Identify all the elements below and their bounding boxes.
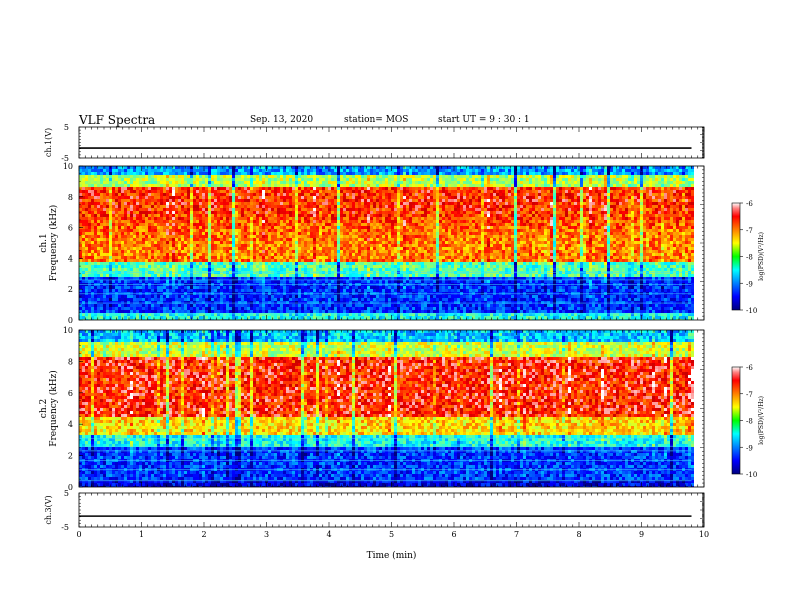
colorbar-tick-label: -6 bbox=[746, 200, 753, 208]
colorbar-tick-label: -8 bbox=[746, 254, 753, 262]
x-tick-label: 5 bbox=[389, 530, 394, 539]
colorbar-tick-label: -8 bbox=[746, 418, 753, 426]
y-axis-label: ch.1(V) bbox=[44, 128, 53, 157]
y-axis-label: ch.3(V) bbox=[44, 495, 53, 524]
x-ticks-0 bbox=[78, 127, 705, 158]
y-axis-label: Frequency (kHz) bbox=[48, 370, 59, 447]
x-tick-label: 10 bbox=[699, 530, 709, 539]
station-label: station= MOS bbox=[344, 115, 408, 125]
y-tick-label: 4 bbox=[68, 254, 73, 263]
x-tick-label: 2 bbox=[201, 530, 206, 539]
x-tick-label: 9 bbox=[639, 530, 644, 539]
colorbar-tick-label: -10 bbox=[746, 307, 757, 315]
chart-title: VLF Spectra bbox=[79, 113, 155, 127]
channel-label: ch.1 bbox=[39, 233, 49, 252]
colorbar: -6 -7 -8 -9 -10 log(PSD)(V²/Hz) bbox=[731, 364, 765, 479]
colorbar-tick-label: -7 bbox=[746, 227, 753, 235]
colorbar-tick-label: -9 bbox=[746, 444, 753, 452]
ch3-waveform-panel: 5 -5 ch.3(V) bbox=[44, 489, 705, 532]
y-tick-label: 6 bbox=[68, 389, 73, 398]
colorbar: -6 -7 -8 -9 -10 log(PSD)(V²/Hz) bbox=[731, 200, 765, 315]
right-ticks-3 bbox=[700, 492, 704, 528]
start-time-label: start UT = 9 : 30 : 1 bbox=[438, 115, 530, 125]
spectrogram-cells bbox=[79, 330, 694, 487]
ch1-spectrogram-panel: 0 2 4 6 8 10 ch.1 Frequency (kHz) -6 -7 -8 -9 -10 log… bbox=[39, 162, 765, 325]
y-tick-label: 10 bbox=[63, 162, 73, 171]
x-ticks-1 bbox=[78, 166, 705, 320]
colorbar-label: log(PSD)(V²/Hz) bbox=[758, 396, 765, 445]
date-label: Sep. 13, 2020 bbox=[250, 115, 313, 125]
y-tick-label: 8 bbox=[68, 193, 73, 202]
x-tick-label: 7 bbox=[514, 530, 519, 539]
x-tick-label: 0 bbox=[76, 530, 81, 539]
y-tick-label: 6 bbox=[68, 224, 73, 233]
y-tick-label: 2 bbox=[68, 285, 73, 294]
y-axis-label: Frequency (kHz) bbox=[48, 205, 59, 282]
ch1-waveform-panel: 5 -5 ch.1(V) bbox=[44, 123, 705, 163]
y-tick-label: 8 bbox=[68, 357, 73, 366]
x-axis-label: Time (min) bbox=[367, 550, 417, 561]
y-tick-label: 0 bbox=[68, 316, 73, 325]
y-tick-label: 4 bbox=[68, 420, 73, 429]
right-ticks-0 bbox=[700, 126, 704, 159]
ch2-spectrogram-panel: 0 2 4 6 8 10 ch.2 Frequency (kHz) -6 -7 -8 -9 -10 log… bbox=[39, 326, 765, 492]
x-tick-label: 3 bbox=[264, 530, 269, 539]
spectrogram-cells bbox=[79, 166, 694, 320]
y-tick-label: -5 bbox=[61, 154, 69, 163]
colorbar-tick-label: -7 bbox=[746, 391, 753, 399]
y-tick-label: 5 bbox=[64, 123, 69, 132]
y-tick-label: 2 bbox=[68, 452, 73, 461]
x-tick-label: 4 bbox=[326, 530, 331, 539]
y-tick-label: 0 bbox=[68, 483, 73, 492]
channel-label: ch.2 bbox=[39, 399, 49, 418]
x-tick-label: 6 bbox=[451, 530, 456, 539]
colorbar-tick-label: -6 bbox=[746, 364, 753, 372]
y-tick-label: -5 bbox=[61, 523, 69, 532]
y-tick-label: 5 bbox=[64, 489, 69, 498]
colorbar-label: log(PSD)(V²/Hz) bbox=[758, 232, 765, 281]
right-ticks-2 bbox=[700, 329, 704, 488]
y-tick-label: 10 bbox=[63, 326, 73, 335]
x-tick-label: 1 bbox=[139, 530, 144, 539]
right-ticks-1 bbox=[700, 165, 704, 321]
x-tick-label: 8 bbox=[576, 530, 581, 539]
colorbar-tick-label: -10 bbox=[746, 471, 757, 479]
colorbar-tick-label: -9 bbox=[746, 280, 753, 288]
x-ticks-3: 0 1 2 3 4 5 6 7 8 9 10 bbox=[76, 493, 709, 539]
